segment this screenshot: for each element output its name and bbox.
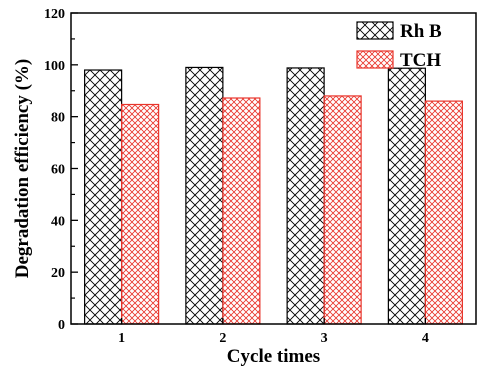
y-axis-title: Degradation efficiency (%)	[12, 59, 33, 279]
legend: Rh B TCH	[356, 21, 442, 71]
x-tick-label: 1	[118, 331, 125, 346]
legend-label-rh-b: Rh B	[400, 21, 442, 42]
legend-swatch-tch	[356, 50, 394, 69]
y-tick-label: 80	[51, 111, 65, 126]
bars-layer	[84, 66, 463, 325]
bar-rh-b-cycle-4	[387, 67, 426, 325]
y-tick-label: 20	[51, 266, 65, 281]
y-tick-label: 40	[51, 214, 65, 229]
x-tick-label: 3	[321, 331, 328, 346]
y-tick-label: 120	[44, 7, 65, 22]
y-axis: 0 20 40 60 80 100 120	[44, 7, 78, 333]
legend-label-tch: TCH	[400, 50, 441, 71]
x-tick-label: 4	[422, 331, 429, 346]
y-tick-label: 0	[58, 318, 65, 333]
x-axis: 1 2 3 4	[118, 318, 429, 346]
x-tick-label: 2	[219, 331, 226, 346]
legend-swatch-rh-b	[356, 21, 394, 40]
bar-rh-b-cycle-2	[185, 66, 224, 325]
bar-rh-b-cycle-3	[286, 67, 325, 325]
y-tick-label: 60	[51, 163, 65, 178]
x-axis-title: Cycle times	[227, 346, 320, 367]
bar-rh-b-cycle-1	[84, 69, 123, 325]
bar-tch-cycle-3	[323, 95, 362, 325]
bar-tch-cycle-1	[121, 103, 160, 325]
y-tick-label: 100	[44, 59, 65, 74]
bar-tch-cycle-4	[424, 100, 463, 325]
bar-tch-cycle-2	[222, 97, 261, 325]
